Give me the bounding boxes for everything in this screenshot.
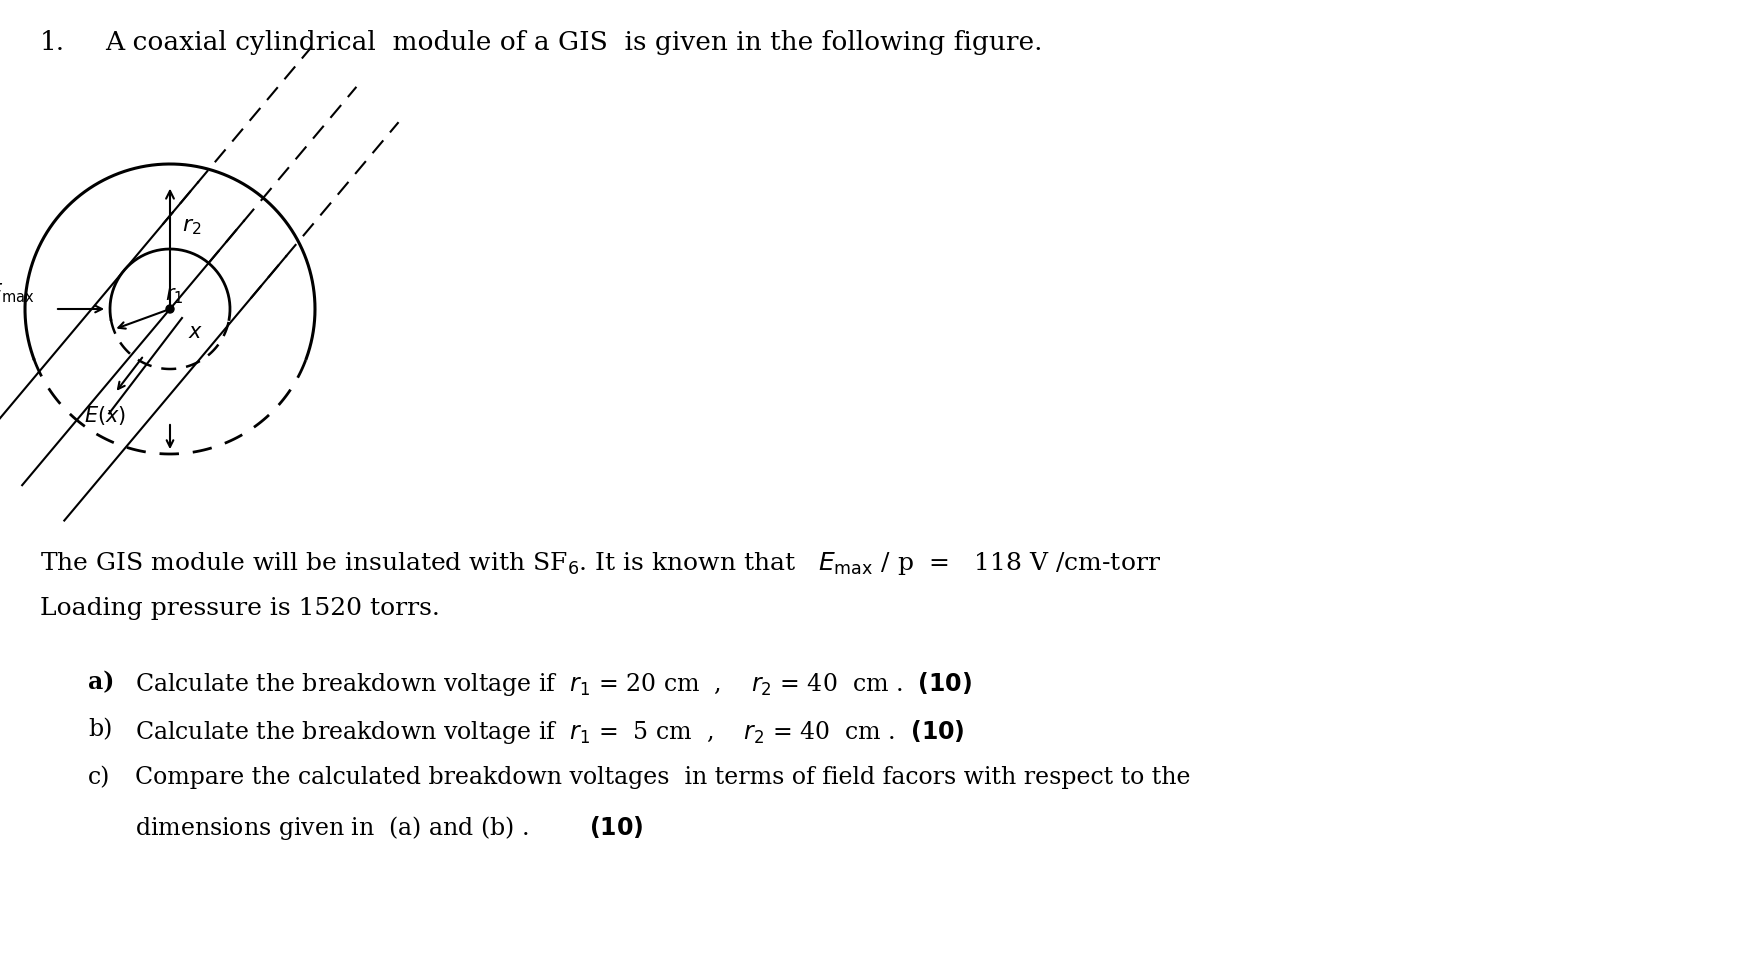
- Text: a): a): [88, 670, 114, 693]
- Text: $x$: $x$: [188, 322, 202, 341]
- Text: Calculate the breakdown voltage if  $r_1$ = 20 cm  ,    $r_2$ = 40  cm .  $\math: Calculate the breakdown voltage if $r_1$…: [136, 670, 972, 698]
- Text: dimensions given in  (a) and (b) .        $\mathbf{(10)}$: dimensions given in (a) and (b) . $\math…: [136, 813, 644, 841]
- Text: Loading pressure is 1520 torrs.: Loading pressure is 1520 torrs.: [40, 596, 440, 619]
- Text: b): b): [88, 717, 113, 740]
- Text: $E_{\mathrm{max}}$: $E_{\mathrm{max}}$: [0, 281, 35, 304]
- Circle shape: [165, 305, 174, 314]
- Text: A coaxial cylindrical  module of a GIS  is given in the following figure.: A coaxial cylindrical module of a GIS is…: [106, 30, 1042, 55]
- Text: $r_2$: $r_2$: [181, 215, 201, 236]
- Text: c): c): [88, 766, 111, 788]
- Text: Compare the calculated breakdown voltages  in terms of field facors with respect: Compare the calculated breakdown voltage…: [136, 766, 1190, 788]
- Text: The GIS module will be insulated with SF$_6$. It is known that   $E_{\mathrm{max: The GIS module will be insulated with SF…: [40, 549, 1162, 577]
- Text: $E(x)$: $E(x)$: [84, 404, 127, 426]
- Text: $r_1$: $r_1$: [165, 286, 183, 305]
- Text: 1.: 1.: [40, 30, 65, 55]
- Text: Calculate the breakdown voltage if  $r_1$ =  5 cm  ,    $r_2$ = 40  cm .  $\math: Calculate the breakdown voltage if $r_1$…: [136, 717, 964, 745]
